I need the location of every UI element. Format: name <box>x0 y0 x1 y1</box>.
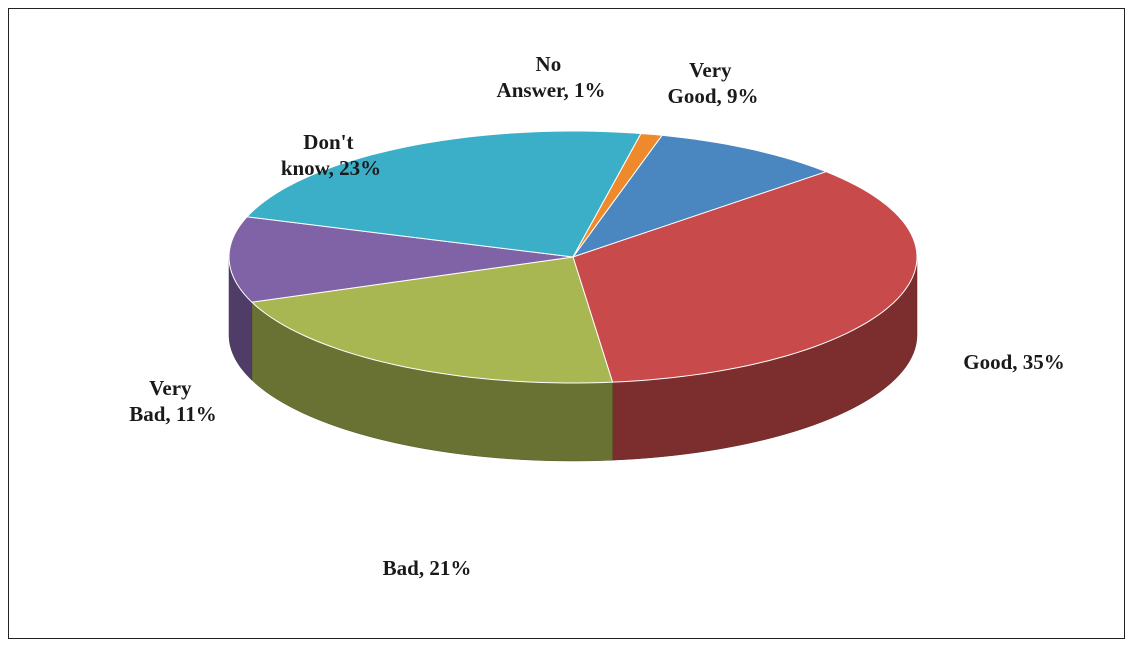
pie-slice-good <box>572 171 918 383</box>
pie-chart: Very Good, 9% Good, 35% Bad, 21% Very Ba… <box>129 52 1065 580</box>
label-very-good: Very Good, 9% <box>667 58 758 108</box>
label-very-bad: Very Bad, 11% <box>129 376 217 426</box>
label-no-answer: No Answer, 1% <box>497 52 606 102</box>
pie-slice-very-bad <box>228 216 574 303</box>
chart-frame: Very Good, 9% Good, 35% Bad, 21% Very Ba… <box>8 8 1125 639</box>
pie-slice-don-t-know <box>245 130 642 258</box>
pie-slice-bad <box>250 256 614 384</box>
label-dont-know: Don't know, 23% <box>281 130 381 180</box>
pie-top <box>228 130 918 384</box>
label-good: Good, 35% <box>963 350 1065 374</box>
pie-slice-very-good <box>571 134 828 258</box>
pie-slice-no-answer <box>572 132 663 258</box>
label-bad: Bad, 21% <box>383 556 472 580</box>
